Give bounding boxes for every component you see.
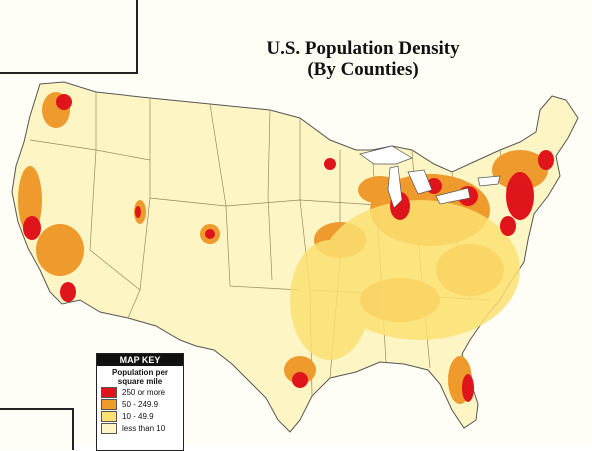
legend-label: 50 - 249.9	[122, 399, 159, 409]
map-key-subtitle-line-1: Population per	[112, 368, 168, 377]
map-key-subtitle: Population per square mile	[97, 368, 183, 386]
legend-item: 250 or more	[101, 386, 183, 398]
legend-swatch	[101, 410, 117, 422]
legend-label: less than 10	[122, 423, 166, 433]
legend-label: 250 or more	[122, 387, 166, 397]
legend-label: 10 - 49.9	[122, 411, 154, 421]
legend-item: 10 - 49.9	[101, 410, 183, 422]
legend-swatch	[101, 398, 117, 410]
legend-item: 50 - 249.9	[101, 398, 183, 410]
map-key: MAP KEY Population per square mile 250 o…	[96, 353, 184, 451]
density-10-49-regions	[290, 200, 520, 360]
title-line-2: (By Counties)	[307, 59, 419, 80]
hawaii-inset-frame	[0, 408, 74, 450]
map-title: U.S. Population Density (By Counties)	[238, 38, 488, 80]
legend-swatch	[101, 386, 117, 398]
title-line-1: U.S. Population Density	[266, 38, 460, 59]
great-lakes	[359, 145, 501, 209]
map-key-subtitle-line-2: square mile	[117, 377, 163, 386]
legend-item: less than 10	[101, 422, 183, 434]
legend-swatch	[101, 422, 117, 434]
alaska-inset-frame	[0, 0, 138, 74]
map-key-heading: MAP KEY	[97, 354, 183, 366]
